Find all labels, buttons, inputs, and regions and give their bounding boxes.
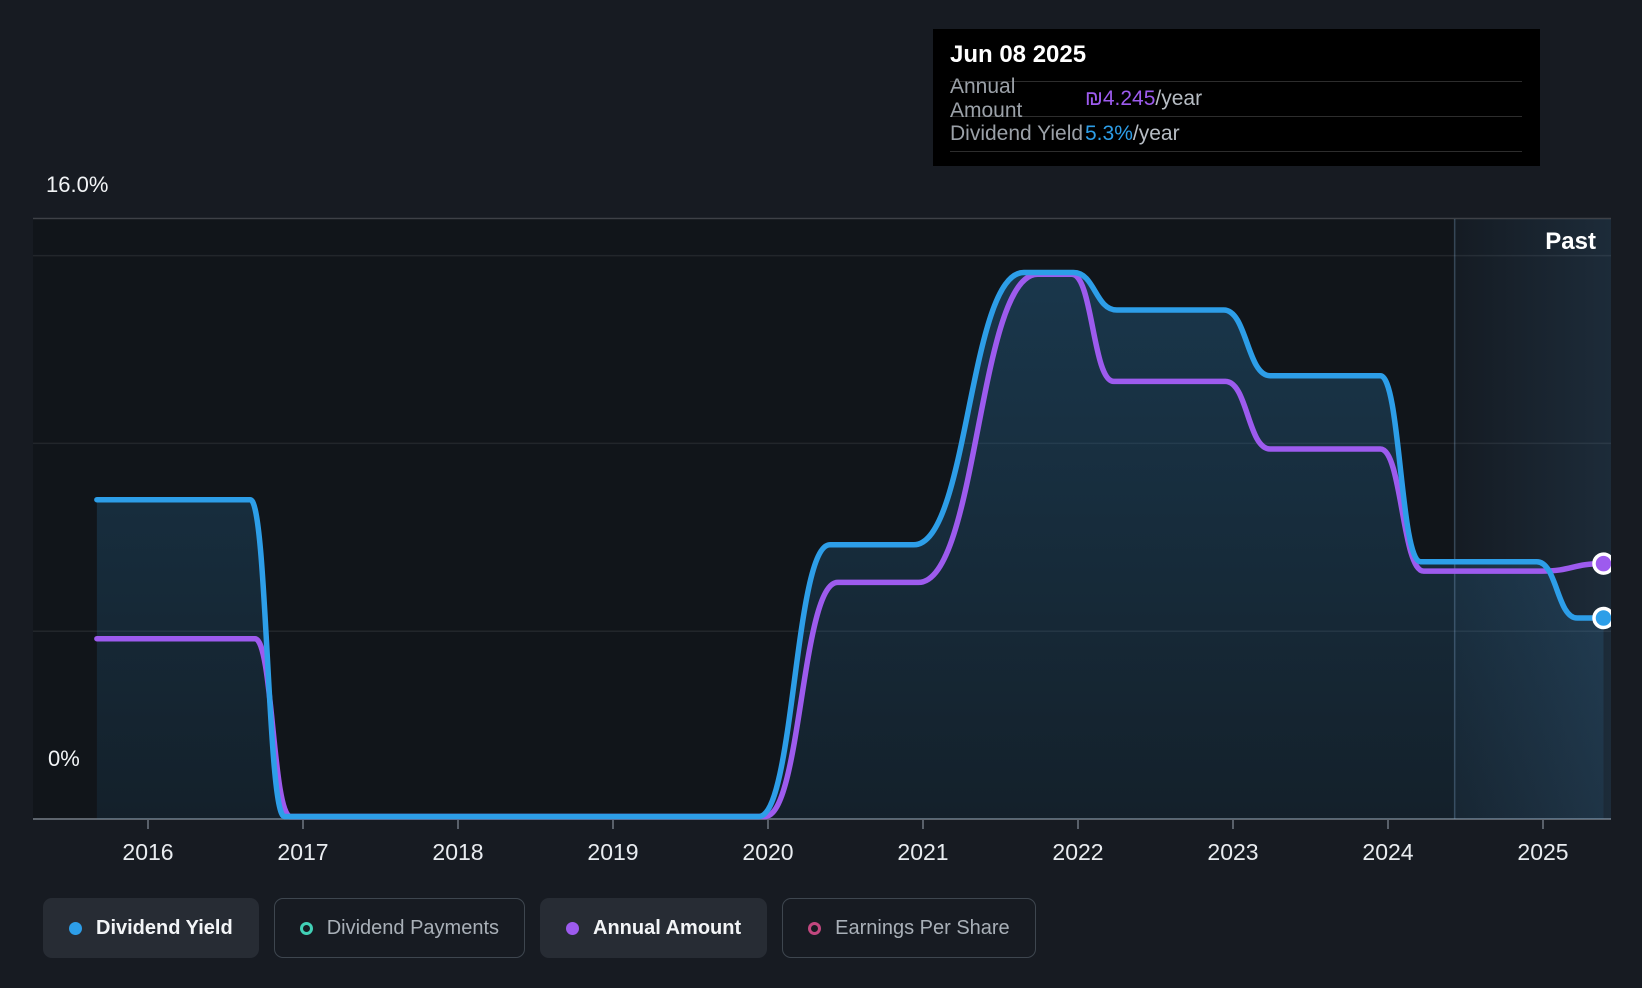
legend-label: Dividend Payments xyxy=(326,916,500,939)
legend-label: Annual Amount xyxy=(593,916,742,939)
legend-label: Dividend Yield xyxy=(96,916,233,939)
tooltip-suffix: /year xyxy=(1155,87,1203,110)
tooltip-suffix: /year xyxy=(1132,122,1180,145)
dividend-chart[interactable]: 2016 2017 2018 2019 2020 2021 2022 2023 2024 2025… xyxy=(0,0,1642,870)
legend-button-dividend-payments[interactable]: Dividend Payments xyxy=(273,898,526,958)
dividend-payments-ring-icon xyxy=(299,921,313,935)
legend-label: Earnings Per Share xyxy=(835,916,1010,939)
tooltip-rows: Annual Amount ₪4.245 /year Dividend Yiel… xyxy=(950,75,1522,152)
tooltip-label: Annual Amount xyxy=(950,75,1023,122)
legend-button-earnings-per-share[interactable]: Earnings Per Share xyxy=(782,898,1036,958)
x-tick-label-2022: 2022 xyxy=(1052,839,1103,865)
earnings-per-share-ring-icon xyxy=(808,921,822,935)
tooltip-dividend-yield-value: 5.3% xyxy=(1085,122,1133,145)
chart-legend: Dividend Yield Dividend Payments Annual … xyxy=(43,898,1036,958)
x-tick-label-2019: 2019 xyxy=(587,839,638,865)
x-tick-label-2025: 2025 xyxy=(1517,839,1568,865)
x-tick-label-2023: 2023 xyxy=(1207,839,1258,865)
x-tick-label-2017: 2017 xyxy=(277,839,328,865)
dividend-yield-line[interactable] xyxy=(94,269,1607,820)
x-tick-label-2016: 2016 xyxy=(122,839,173,865)
x-tick-label-2024: 2024 xyxy=(1362,839,1413,865)
legend-button-dividend-yield[interactable]: Dividend Yield xyxy=(43,898,259,958)
x-tick-label-2018: 2018 xyxy=(432,839,483,865)
dividend-yield-dot-icon xyxy=(69,921,82,935)
legend-button-annual-amount[interactable]: Annual Amount xyxy=(540,898,768,958)
tooltip-row-annual-amount: Annual Amount ₪4.245 /year xyxy=(950,75,1522,122)
x-tick-label-2020: 2020 xyxy=(742,839,793,865)
annual-amount-end-dot[interactable] xyxy=(1592,552,1613,575)
past-label: Past xyxy=(1545,228,1596,255)
x-tick-label-2021: 2021 xyxy=(897,839,948,865)
y-axis-max-label: 16.0% xyxy=(46,172,109,197)
tooltip-date: Jun 08 2025 xyxy=(950,41,1087,68)
tooltip-label: Dividend Yield xyxy=(950,122,1084,145)
tooltip-row-dividend-yield: Dividend Yield 5.3% /year xyxy=(950,116,1522,152)
tooltip-annual-amount-value: ₪4.245 xyxy=(1085,87,1156,110)
chart-tooltip: Jun 08 2025 Annual Amount ₪4.245 /year D… xyxy=(933,29,1540,166)
past-region xyxy=(1454,219,1611,819)
dividend-yield-end-dot[interactable] xyxy=(1592,606,1613,630)
annual-amount-dot-icon xyxy=(566,921,580,935)
y-axis-zero-label: 0% xyxy=(48,746,80,771)
